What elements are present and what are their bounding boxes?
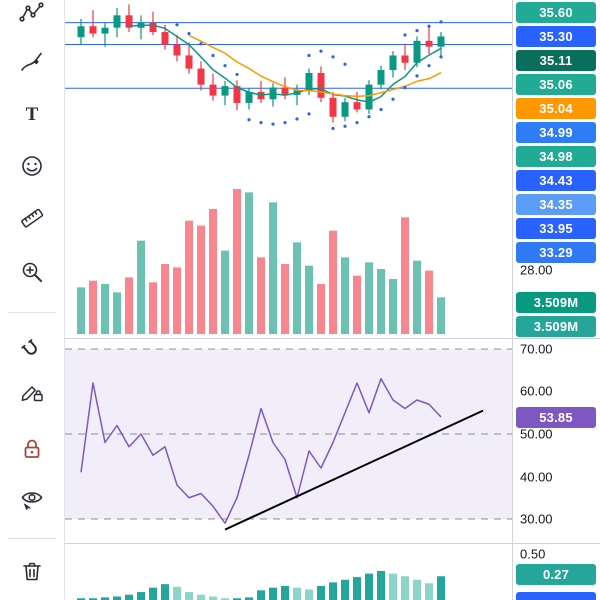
- price-value-badge: 35.04: [516, 98, 596, 119]
- price-value-badge: 33.29: [516, 242, 596, 263]
- price-value-badge: 34.35: [516, 194, 596, 215]
- lock-all-tool-button[interactable]: [9, 429, 55, 469]
- rsi-value-badge: 53.85: [516, 407, 596, 428]
- pane-separator[interactable]: [65, 543, 600, 544]
- brush-tool-button[interactable]: [9, 42, 55, 82]
- pencil-lock-icon: [21, 386, 43, 402]
- pattern-tool-button[interactable]: [9, 0, 55, 32]
- zoom-in-icon: [22, 262, 42, 282]
- trash-icon: [23, 562, 41, 581]
- price-value-badge: 34.43: [516, 170, 596, 191]
- indicator-axis-tick: 0.50: [520, 546, 546, 562]
- hide-drawings-tool-button[interactable]: [9, 480, 55, 520]
- pattern-icon: [19, 2, 44, 22]
- price-axis-tick: 28.00: [520, 262, 553, 278]
- toolbar-divider: [8, 312, 56, 313]
- magnet-icon: [21, 339, 37, 355]
- lock-icon: [24, 439, 40, 458]
- pane-separator[interactable]: [65, 338, 600, 339]
- drawing-toolbar: T: [0, 0, 65, 600]
- svg-text:T: T: [26, 104, 39, 125]
- rsi-axis-tick: 50.00: [520, 426, 553, 442]
- price-value-badge: 33.95: [516, 218, 596, 239]
- price-value-badge: 34.99: [516, 122, 596, 143]
- text-tool-button[interactable]: T: [9, 94, 55, 134]
- drawing-lock-tool-button[interactable]: [9, 372, 55, 412]
- eye-cursor-icon: [21, 492, 43, 510]
- zoom-in-tool-button[interactable]: [9, 252, 55, 292]
- price-value-badge: 35.06: [516, 74, 596, 95]
- price-scale[interactable]: 35.60 35.30 35.11 35.06 35.04 34.99 34.98 34.43…: [512, 0, 600, 600]
- chart-area[interactable]: [65, 0, 512, 600]
- magnet-tool-button[interactable]: [9, 330, 55, 370]
- text-icon: T: [26, 104, 39, 125]
- emoji-icon: [22, 156, 42, 176]
- measure-tool-button[interactable]: [9, 198, 55, 238]
- emoji-tool-button[interactable]: [9, 146, 55, 186]
- rsi-axis-tick: 60.00: [520, 383, 553, 399]
- chart-canvas[interactable]: [65, 0, 512, 600]
- price-value-badge: 35.30: [516, 26, 596, 47]
- price-value-badge: 35.60: [516, 2, 596, 23]
- volume-value-badge: 3.509M: [516, 316, 596, 337]
- rsi-axis-tick: 30.00: [520, 511, 553, 527]
- brush-icon: [21, 52, 42, 71]
- toolbar-divider: [8, 538, 56, 539]
- rsi-axis-tick: 70.00: [520, 341, 553, 357]
- price-value-badge: 34.98: [516, 146, 596, 167]
- ruler-icon: [21, 208, 44, 228]
- rsi-axis-tick: 40.00: [520, 469, 553, 485]
- price-value-badge: 35.11: [516, 50, 596, 71]
- partial-value-badge: [516, 592, 596, 600]
- indicator-value-badge: 0.27: [516, 564, 596, 585]
- volume-value-badge: 3.509M: [516, 292, 596, 313]
- remove-drawings-tool-button[interactable]: [9, 552, 55, 592]
